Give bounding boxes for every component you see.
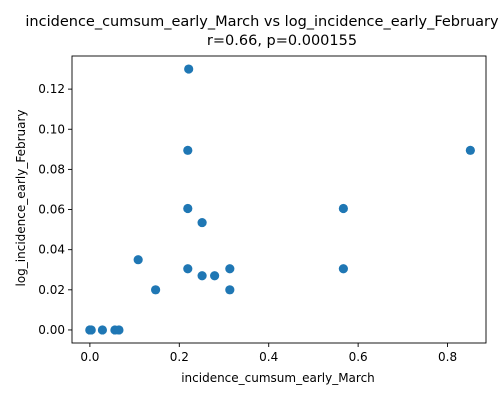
y-tick-label-5: 0.10 (38, 122, 65, 136)
y-tick-label-4: 0.08 (38, 162, 65, 176)
x-tick-label-0: 0.0 (80, 350, 99, 364)
data-point-12 (197, 217, 207, 228)
data-point-9 (183, 145, 193, 155)
data-point-2 (86, 325, 96, 335)
x-tick-label-4: 0.8 (438, 350, 457, 364)
x-tick-label-2: 0.4 (259, 350, 278, 364)
plot-frame (71, 55, 487, 344)
data-point-16 (225, 285, 235, 295)
data-point-10 (183, 203, 193, 214)
data-point-13 (197, 271, 207, 281)
data-point-8 (184, 64, 194, 74)
x-tick-label-3: 0.6 (349, 350, 368, 364)
data-point-17 (338, 203, 348, 214)
data-point-18 (338, 264, 348, 274)
x-tick-label-1: 0.2 (170, 350, 189, 364)
y-axis-label: log_incidence_early_February (14, 109, 28, 286)
x-axis-label: incidence_cumsum_early_March (181, 371, 375, 385)
data-point-7 (151, 285, 161, 295)
data-point-11 (183, 264, 193, 274)
data-point-3 (97, 325, 108, 335)
chart-subtitle: r=0.66, p=0.000155 (207, 33, 357, 49)
data-point-5 (114, 325, 124, 335)
data-point-19 (465, 145, 475, 155)
y-tick-label-3: 0.06 (38, 203, 65, 217)
data-point-15 (225, 264, 235, 274)
data-point-14 (210, 271, 220, 281)
plot-area: 0.0 0.2 0.4 0.6 0.8 0.00 0.02 0.04 0.06 0.08 0.10 0… (38, 55, 487, 364)
y-tick-label-2: 0.04 (38, 243, 65, 257)
data-point-6 (133, 255, 143, 265)
y-tick-label-6: 0.12 (38, 82, 65, 96)
chart-title: incidence_cumsum_early_March vs log_inci… (25, 14, 499, 30)
y-tick-label-0: 0.00 (38, 323, 65, 337)
y-tick-label-1: 0.02 (38, 283, 65, 297)
